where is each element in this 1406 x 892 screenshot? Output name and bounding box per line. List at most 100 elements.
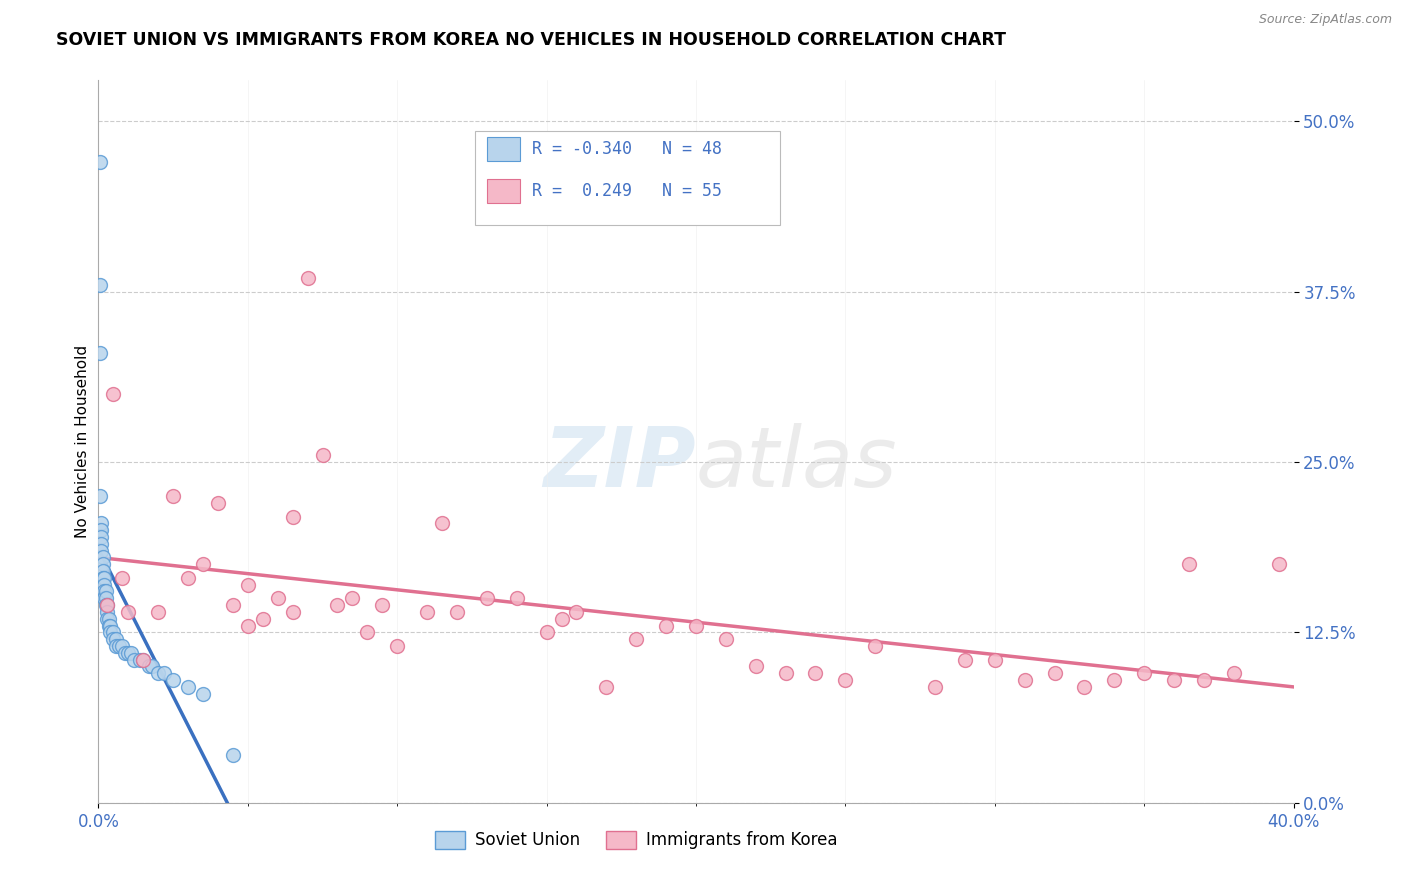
Point [446, 605, 468, 619]
Point [105, 632, 128, 647]
Point [311, 448, 333, 462]
Point [297, 271, 319, 285]
Point [775, 666, 797, 681]
Point [90, 516, 112, 531]
Point [89, 277, 111, 292]
Point [506, 591, 529, 606]
Point [924, 680, 946, 694]
Point [97, 618, 120, 632]
Point [94, 591, 117, 606]
Point [371, 598, 394, 612]
Point [267, 591, 290, 606]
Point [91, 558, 114, 572]
Point [153, 666, 176, 681]
Point [1104, 673, 1126, 687]
Point [356, 625, 378, 640]
Point [191, 687, 214, 701]
Point [191, 558, 214, 572]
Point [162, 489, 184, 503]
Point [90, 537, 112, 551]
Point [745, 659, 768, 673]
Point [953, 653, 976, 667]
Point [90, 523, 112, 537]
Point [281, 605, 304, 619]
Point [108, 639, 131, 653]
Point [550, 612, 572, 626]
Point [93, 584, 115, 599]
Point [120, 646, 142, 660]
Point [93, 591, 115, 606]
Text: Source: ZipAtlas.com: Source: ZipAtlas.com [1258, 13, 1392, 27]
Point [177, 571, 200, 585]
Point [222, 748, 245, 763]
Point [475, 591, 498, 606]
Point [103, 387, 125, 401]
Point [1178, 558, 1201, 572]
Point [236, 618, 259, 632]
Point [984, 653, 1007, 667]
Y-axis label: No Vehicles in Household: No Vehicles in Household [75, 345, 90, 538]
Point [90, 543, 112, 558]
Text: ZIP: ZIP [543, 423, 696, 504]
Point [565, 605, 588, 619]
Text: SOVIET UNION VS IMMIGRANTS FROM KOREA NO VEHICLES IN HOUSEHOLD CORRELATION CHART: SOVIET UNION VS IMMIGRANTS FROM KOREA NO… [56, 31, 1007, 49]
Point [1223, 666, 1246, 681]
Point [117, 605, 139, 619]
Point [103, 632, 125, 647]
Point [1133, 666, 1156, 681]
Point [91, 564, 114, 578]
Bar [486, 178, 520, 203]
Point [148, 666, 170, 681]
Point [326, 598, 349, 612]
Text: R = -0.340   N = 48: R = -0.340 N = 48 [533, 140, 723, 158]
Point [281, 509, 304, 524]
Point [416, 605, 439, 619]
Point [207, 496, 229, 510]
Point [865, 639, 887, 653]
Point [162, 673, 184, 687]
Point [626, 632, 648, 647]
Point [114, 646, 136, 660]
Point [94, 598, 117, 612]
Point [685, 618, 707, 632]
Point [93, 571, 115, 585]
Point [90, 530, 112, 544]
Point [1192, 673, 1215, 687]
Text: atlas: atlas [696, 423, 897, 504]
Point [89, 523, 111, 537]
Point [89, 155, 111, 169]
Point [1043, 666, 1066, 681]
Point [141, 659, 163, 673]
Point [1073, 680, 1095, 694]
Point [129, 653, 152, 667]
Point [342, 591, 364, 606]
Point [132, 653, 155, 667]
Point [89, 346, 111, 360]
Point [117, 646, 139, 660]
Point [252, 612, 274, 626]
Point [595, 680, 617, 694]
Point [103, 625, 125, 640]
Point [96, 612, 118, 626]
Point [93, 577, 115, 591]
Point [132, 653, 155, 667]
Point [111, 571, 134, 585]
Point [89, 489, 111, 503]
Point [1163, 673, 1185, 687]
Point [430, 516, 453, 531]
Point [714, 632, 737, 647]
Text: R =  0.249   N = 55: R = 0.249 N = 55 [533, 182, 723, 200]
Point [177, 680, 200, 694]
Point [138, 659, 160, 673]
Point [804, 666, 827, 681]
Legend: Soviet Union, Immigrants from Korea: Soviet Union, Immigrants from Korea [429, 824, 844, 856]
Point [111, 639, 134, 653]
Point [1014, 673, 1036, 687]
Point [91, 571, 114, 585]
Point [98, 618, 122, 632]
Point [536, 625, 558, 640]
FancyBboxPatch shape [475, 131, 780, 225]
Point [148, 605, 170, 619]
Point [236, 577, 259, 591]
Point [96, 598, 118, 612]
